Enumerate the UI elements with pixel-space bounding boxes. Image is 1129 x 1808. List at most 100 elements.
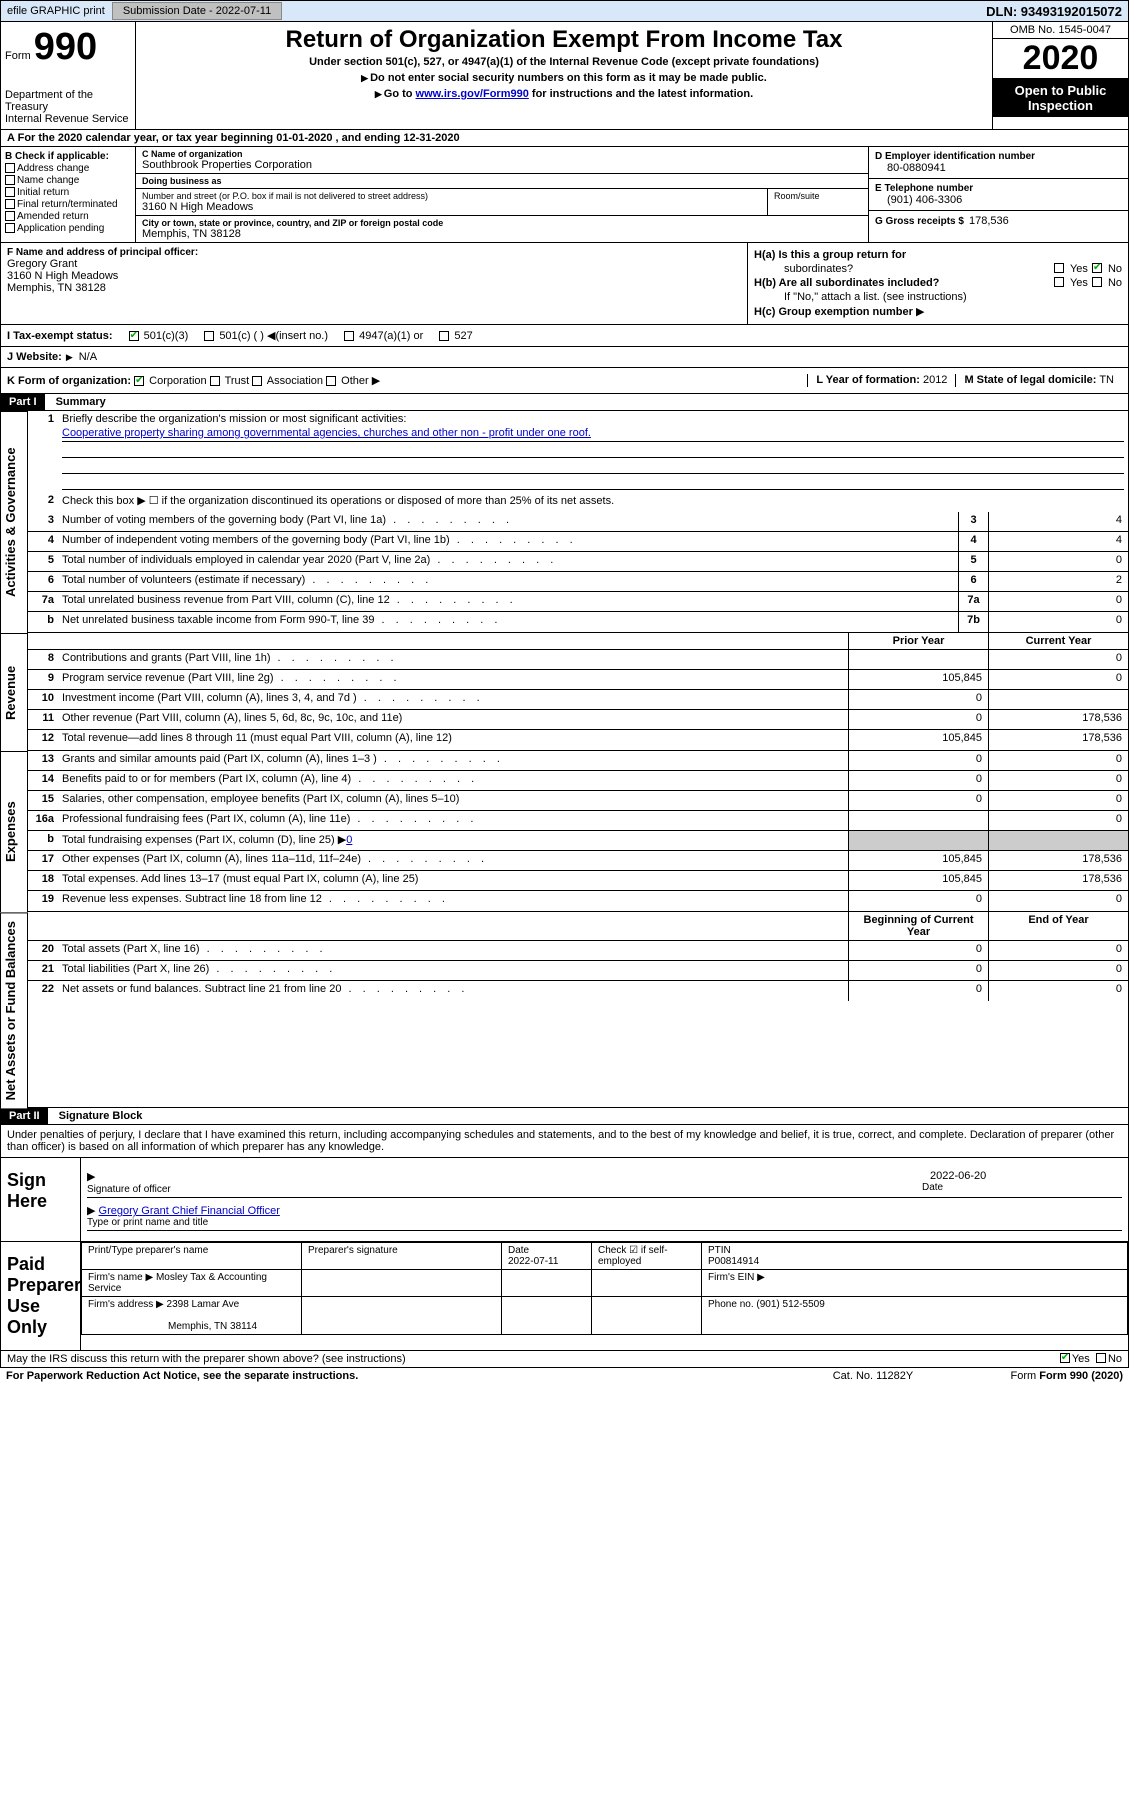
app-pending-checkbox[interactable] xyxy=(5,223,15,233)
line-8-cy: 0 xyxy=(988,650,1128,669)
submission-date-button[interactable]: Submission Date - 2022-07-11 xyxy=(112,2,282,20)
street-label: Number and street (or P.O. box if mail i… xyxy=(142,191,761,201)
4947-label: 4947(a)(1) or xyxy=(359,330,423,342)
sig-officer-label: Signature of officer xyxy=(87,1184,171,1195)
section-b-header: B Check if applicable: xyxy=(5,151,131,162)
trust-checkbox[interactable] xyxy=(210,376,220,386)
section-j: J Website: N/A xyxy=(0,347,1129,368)
form-prefix: Form xyxy=(5,50,31,62)
final-return-checkbox[interactable] xyxy=(5,199,15,209)
discuss-label: May the IRS discuss this return with the… xyxy=(7,1353,406,1365)
final-return-label: Final return/terminated xyxy=(17,199,118,210)
prep-date-value: 2022-07-11 xyxy=(508,1256,558,1267)
year-formation-value: 2012 xyxy=(923,374,947,386)
discuss-no-label: No xyxy=(1108,1353,1122,1365)
4947-checkbox[interactable] xyxy=(344,331,354,341)
telephone-label: E Telephone number xyxy=(875,183,1122,194)
line-6-label: Total number of volunteers (estimate if … xyxy=(62,574,305,586)
ha-label: H(a) Is this a group return for xyxy=(754,249,906,261)
line-22-cy: 0 xyxy=(988,981,1128,1001)
signature-block: Under penalties of perjury, I declare th… xyxy=(0,1125,1129,1351)
header-right: OMB No. 1545-0047 2020 Open to Public In… xyxy=(993,22,1128,129)
prep-check-label: Check ☑ if self-employed xyxy=(592,1243,702,1270)
line-21-py: 0 xyxy=(848,961,988,980)
501c-checkbox[interactable] xyxy=(204,331,214,341)
line-7a-label: Total unrelated business revenue from Pa… xyxy=(62,594,390,606)
line-4-label: Number of independent voting members of … xyxy=(62,534,450,546)
line-12-cy: 178,536 xyxy=(988,730,1128,750)
other-checkbox[interactable] xyxy=(326,376,336,386)
amended-return-checkbox[interactable] xyxy=(5,211,15,221)
name-change-label: Name change xyxy=(17,175,79,186)
corp-checkbox[interactable] xyxy=(134,376,144,386)
527-label: 527 xyxy=(454,330,472,342)
current-year-header: Current Year xyxy=(988,633,1128,649)
officer-city: Memphis, TN 38128 xyxy=(7,282,741,294)
line-7b-value: 0 xyxy=(988,612,1128,632)
line-22-py: 0 xyxy=(848,981,988,1001)
tax-period-row: A For the 2020 calendar year, or tax yea… xyxy=(0,130,1129,147)
top-bar: efile GRAPHIC print Submission Date - 20… xyxy=(0,0,1129,22)
line-19-cy: 0 xyxy=(988,891,1128,911)
vert-activities-governance: Activities & Governance xyxy=(0,411,28,633)
prep-ptin-value: P00814914 xyxy=(708,1256,759,1267)
firm-addr-2: Memphis, TN 38114 xyxy=(88,1321,257,1332)
line-3-label: Number of voting members of the governin… xyxy=(62,514,386,526)
firm-phone-value: (901) 512-5509 xyxy=(756,1299,824,1310)
website-label: J Website: xyxy=(7,351,62,363)
sig-name-value: Gregory Grant Chief Financial Officer xyxy=(99,1205,280,1217)
name-change-checkbox[interactable] xyxy=(5,175,15,185)
prior-year-header: Prior Year xyxy=(848,633,988,649)
sig-name-label: Type or print name and title xyxy=(87,1217,280,1228)
discuss-row: May the IRS discuss this return with the… xyxy=(0,1351,1129,1368)
ha-no-checkbox[interactable] xyxy=(1092,263,1102,273)
initial-return-checkbox[interactable] xyxy=(5,187,15,197)
footer-row: For Paperwork Reduction Act Notice, see … xyxy=(0,1368,1129,1384)
state-domicile-label: M State of legal domicile: xyxy=(964,374,1096,386)
discuss-no-checkbox[interactable] xyxy=(1096,1353,1106,1363)
line-5-label: Total number of individuals employed in … xyxy=(62,554,430,566)
mission-text: Cooperative property sharing among gover… xyxy=(62,425,1124,442)
section-i: I Tax-exempt status: 501(c)(3) 501(c) ( … xyxy=(0,325,1129,347)
line-11-py: 0 xyxy=(848,710,988,729)
501c3-checkbox[interactable] xyxy=(129,331,139,341)
line-19-label: Revenue less expenses. Subtract line 18 … xyxy=(62,893,322,905)
assoc-checkbox[interactable] xyxy=(252,376,262,386)
amended-return-label: Amended return xyxy=(17,211,89,222)
entity-info-grid: B Check if applicable: Address change Na… xyxy=(0,147,1129,243)
line-17-py: 105,845 xyxy=(848,851,988,870)
527-checkbox[interactable] xyxy=(439,331,449,341)
hb-yes-checkbox[interactable] xyxy=(1054,277,1064,287)
dba-label: Doing business as xyxy=(142,176,862,186)
line-5-value: 0 xyxy=(988,552,1128,571)
line-20-py: 0 xyxy=(848,941,988,960)
hb-note: If "No," attach a list. (see instruction… xyxy=(754,291,967,303)
instr-goto-suffix: for instructions and the latest informat… xyxy=(529,88,753,100)
line-7a-value: 0 xyxy=(988,592,1128,611)
city-label: City or town, state or province, country… xyxy=(142,218,862,228)
footer-form: Form 990 (2020) xyxy=(1039,1370,1123,1382)
line-21-cy: 0 xyxy=(988,961,1128,980)
firm-name-label: Firm's name ▶ xyxy=(88,1272,153,1283)
instructions-link[interactable]: www.irs.gov/Form990 xyxy=(416,88,529,100)
line-16b-py-grey xyxy=(848,831,988,850)
part-2-title: Signature Block xyxy=(51,1108,151,1124)
initial-return-label: Initial return xyxy=(17,187,69,198)
line-15-py: 0 xyxy=(848,791,988,810)
line-19-py: 0 xyxy=(848,891,988,911)
discuss-yes-checkbox[interactable] xyxy=(1060,1353,1070,1363)
hb-no-checkbox[interactable] xyxy=(1092,277,1102,287)
form-number: 990 xyxy=(34,26,97,68)
line-17-cy: 178,536 xyxy=(988,851,1128,870)
line-18-py: 105,845 xyxy=(848,871,988,890)
ha-yes-checkbox[interactable] xyxy=(1054,263,1064,273)
org-name-label: C Name of organization xyxy=(142,149,862,159)
vert-net-assets: Net Assets or Fund Balances xyxy=(0,912,28,1108)
line-15-cy: 0 xyxy=(988,791,1128,810)
vert-expenses: Expenses xyxy=(0,751,28,912)
assoc-label: Association xyxy=(267,375,323,387)
addr-change-checkbox[interactable] xyxy=(5,163,15,173)
line-7b-label: Net unrelated business taxable income fr… xyxy=(62,614,374,626)
line-9-label: Program service revenue (Part VIII, line… xyxy=(62,672,274,684)
form-org-label: K Form of organization: xyxy=(7,375,131,387)
